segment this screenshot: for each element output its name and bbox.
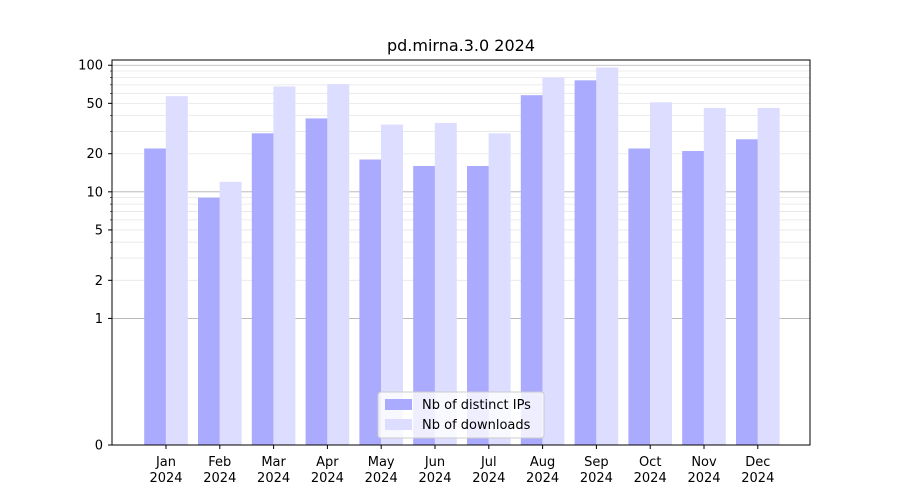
x-tick-label-month: May [368, 455, 395, 470]
bar-downloads [757, 107, 780, 446]
bar-distinct-ips [305, 118, 328, 445]
x-tick-label-year: 2024 [418, 471, 451, 486]
x-tick-label-month: Jul [480, 455, 497, 470]
y-tick-label: 10 [86, 185, 103, 200]
x-tick-label-month: Oct [639, 455, 661, 470]
legend: Nb of distinct IPs Nb of downloads [377, 391, 545, 439]
bar-downloads [596, 67, 619, 445]
x-tick-label-year: 2024 [257, 471, 290, 486]
bar-distinct-ips [198, 197, 220, 445]
y-tick-label: 0 [95, 439, 103, 454]
x-tick-label-month: Sep [584, 455, 609, 470]
bar-downloads [219, 181, 242, 445]
bar-downloads [488, 133, 511, 445]
bar-downloads [703, 107, 726, 446]
x-tick-label-month: Apr [316, 455, 339, 470]
bar-downloads [273, 86, 296, 445]
bar-downloads [434, 122, 457, 445]
x-tick-label-year: 2024 [526, 471, 559, 486]
x-tick-label-year: 2024 [311, 471, 344, 486]
bar-distinct-ips [467, 165, 489, 446]
y-tick-label: 1 [95, 312, 103, 327]
bar-distinct-ips [520, 95, 543, 445]
bar-distinct-ips [574, 80, 597, 446]
x-tick-label-month: Aug [530, 455, 555, 470]
axes-layer: 0125102050100Jan2024Feb2024Mar2024Apr202… [78, 59, 811, 486]
bar-distinct-ips [628, 148, 651, 445]
legend-box [377, 391, 545, 439]
legend-swatch [385, 419, 412, 430]
bar-distinct-ips [144, 148, 167, 445]
x-tick-label-year: 2024 [472, 471, 505, 486]
x-tick-label-month: Feb [208, 455, 231, 470]
y-tick-label: 5 [95, 223, 103, 238]
x-tick-label-month: Nov [691, 455, 717, 470]
bar-downloads [381, 124, 403, 445]
x-tick-label-month: Jan [155, 455, 176, 470]
bar-distinct-ips [682, 151, 705, 445]
bar-distinct-ips [359, 159, 382, 445]
x-tick-label-year: 2024 [687, 471, 720, 486]
bar-downloads [650, 102, 672, 445]
x-tick-label-year: 2024 [203, 471, 236, 486]
chart-title: pd.mirna.3.0 2024 [387, 36, 535, 55]
x-tick-label-year: 2024 [634, 471, 667, 486]
bar-distinct-ips [413, 165, 436, 446]
legend-label: Nb of distinct IPs [422, 398, 531, 413]
x-tick-label-year: 2024 [580, 471, 613, 486]
bars-layer [144, 67, 780, 446]
y-tick-label: 2 [95, 274, 103, 289]
y-tick-label: 20 [86, 147, 103, 162]
legend-label: Nb of downloads [422, 418, 531, 433]
x-tick-label-month: Jun [424, 455, 445, 470]
bar-distinct-ips [736, 139, 758, 445]
y-tick-label: 100 [78, 59, 103, 74]
y-tick-label: 50 [86, 97, 103, 112]
bar-downloads [165, 96, 188, 446]
bar-downloads [542, 77, 565, 445]
legend-swatch [385, 399, 412, 410]
x-tick-label-year: 2024 [149, 471, 182, 486]
x-tick-label-month: Mar [261, 455, 286, 470]
plot-frame [111, 59, 811, 446]
x-tick-label-year: 2024 [741, 471, 774, 486]
bar-downloads [327, 84, 350, 446]
bar-distinct-ips [251, 133, 274, 445]
x-tick-label-year: 2024 [365, 471, 398, 486]
x-tick-label-month: Dec [745, 455, 770, 470]
